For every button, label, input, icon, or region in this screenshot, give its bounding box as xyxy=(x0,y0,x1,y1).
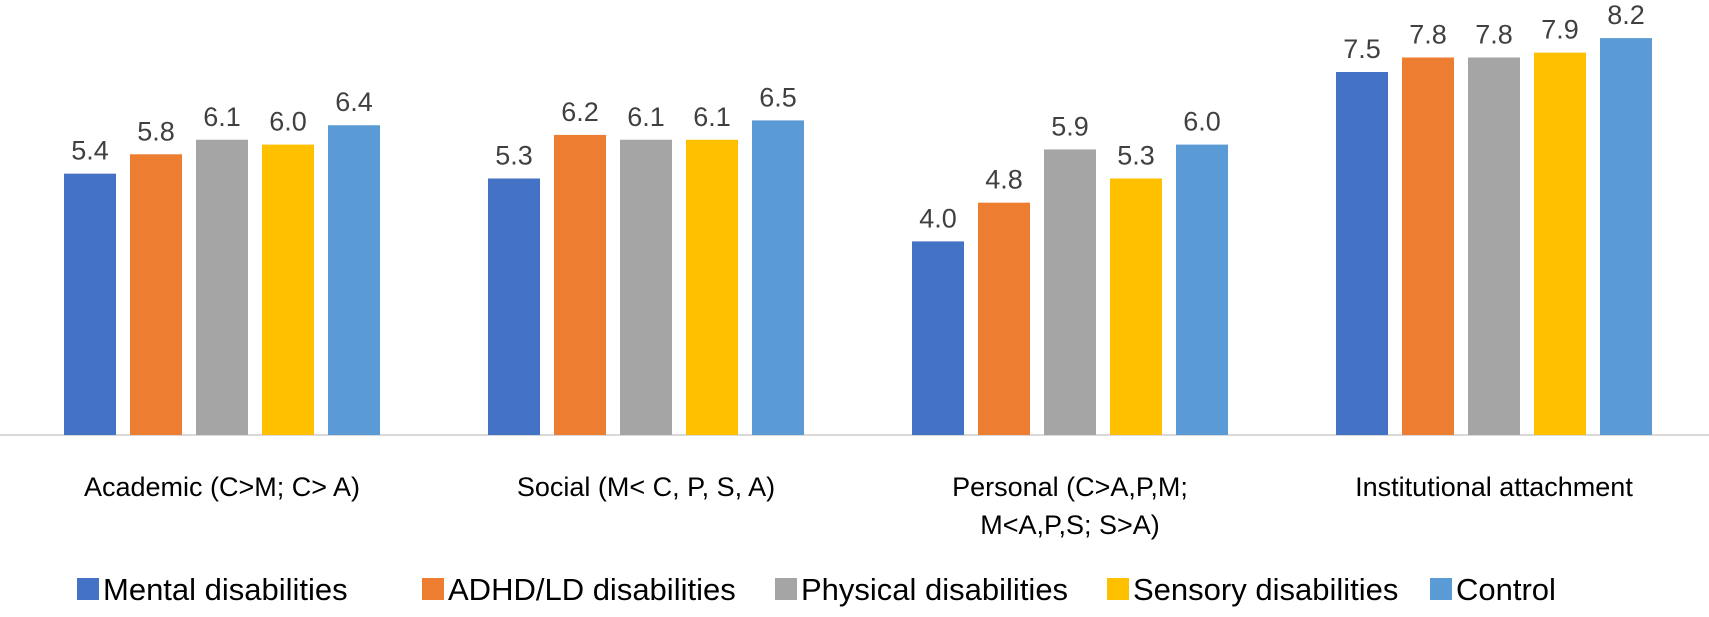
value-label-4-3: 5.3 xyxy=(1117,140,1155,170)
bar-4-1 xyxy=(262,144,314,435)
legend-swatch-4 xyxy=(1107,578,1129,600)
legend-label-3: Physical disabilities xyxy=(801,572,1068,607)
category-label-2: Social (M< C, P, S, A) xyxy=(517,472,775,502)
category-label-4: Institutional attachment xyxy=(1355,472,1633,502)
value-label-5-2: 6.5 xyxy=(759,82,797,112)
value-label-5-4: 8.2 xyxy=(1607,0,1645,30)
value-label-1-2: 5.3 xyxy=(495,140,533,170)
category-label-1: Academic (C>M; C> A) xyxy=(84,472,360,502)
legend-swatch-1 xyxy=(77,578,99,600)
bar-2-4 xyxy=(1402,57,1454,435)
bar-3-4 xyxy=(1468,57,1520,435)
bar-3-3 xyxy=(1044,149,1096,435)
legend-item-3: Physical disabilities xyxy=(775,572,1068,607)
value-label-3-4: 7.8 xyxy=(1475,19,1513,49)
bar-3-2 xyxy=(620,139,672,435)
bar-4-2 xyxy=(686,139,738,435)
category-label-3-line-2: M<A,P,S; S>A) xyxy=(980,510,1160,540)
value-label-3-2: 6.1 xyxy=(627,102,665,132)
legend-label-5: Control xyxy=(1456,572,1556,607)
bar-1-3 xyxy=(912,241,964,435)
bar-5-4 xyxy=(1600,38,1652,436)
value-label-2-2: 6.2 xyxy=(561,97,599,127)
bar-2-3 xyxy=(978,202,1030,435)
value-label-3-1: 6.1 xyxy=(203,102,241,132)
legend-item-4: Sensory disabilities xyxy=(1107,572,1398,607)
value-label-1-3: 4.0 xyxy=(919,203,957,233)
legend-swatch-5 xyxy=(1430,578,1452,600)
bar-1-4 xyxy=(1336,72,1388,435)
bar-3-1 xyxy=(196,139,248,435)
value-label-2-4: 7.8 xyxy=(1409,19,1447,49)
value-label-1-4: 7.5 xyxy=(1343,34,1381,64)
legend-item-5: Control xyxy=(1430,572,1556,607)
legend-swatch-3 xyxy=(775,578,797,600)
value-label-2-3: 4.8 xyxy=(985,165,1023,195)
bar-4-4 xyxy=(1534,52,1586,435)
bar-5-2 xyxy=(752,120,804,436)
value-label-1-1: 5.4 xyxy=(71,136,109,166)
bar-2-1 xyxy=(130,154,182,435)
value-label-4-4: 7.9 xyxy=(1541,15,1579,45)
legend-label-4: Sensory disabilities xyxy=(1133,572,1398,607)
bar-2-2 xyxy=(554,134,606,436)
value-label-4-2: 6.1 xyxy=(693,102,731,132)
value-label-5-3: 6.0 xyxy=(1183,107,1221,137)
bar-5-3 xyxy=(1176,144,1228,435)
value-label-4-1: 6.0 xyxy=(269,107,307,137)
legend-item-1: Mental disabilities xyxy=(77,572,348,607)
value-label-2-1: 5.8 xyxy=(137,116,175,146)
category-label-3-line-1: Personal (C>A,P,M; xyxy=(952,472,1188,502)
bar-5-1 xyxy=(328,125,380,436)
legend-label-2: ADHD/LD disabilities xyxy=(448,572,736,607)
value-label-5-1: 6.4 xyxy=(335,87,373,117)
legend-item-2: ADHD/LD disabilities xyxy=(422,572,736,607)
bar-1-1 xyxy=(64,173,116,435)
legend-label-1: Mental disabilities xyxy=(103,572,348,607)
bar-1-2 xyxy=(488,178,540,436)
bar-4-3 xyxy=(1110,178,1162,436)
legend-swatch-2 xyxy=(422,578,444,600)
value-label-3-3: 5.9 xyxy=(1051,111,1089,141)
